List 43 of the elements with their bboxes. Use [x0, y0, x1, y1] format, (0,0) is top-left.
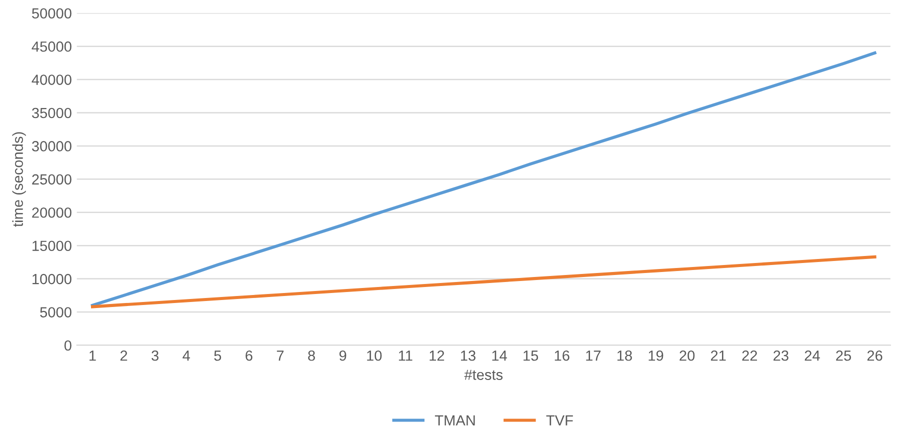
- x-tick-label: 16: [554, 350, 570, 361]
- x-tick-label: 19: [648, 350, 664, 361]
- x-tick-label: 3: [152, 350, 158, 361]
- y-tick-label: 40000: [32, 74, 72, 85]
- x-tick-label: 13: [460, 350, 476, 361]
- y-tick-label: 10000: [32, 274, 72, 284]
- x-tick-label: 4: [182, 350, 190, 361]
- y-axis-title: time (seconds): [12, 132, 26, 227]
- x-tick-label: 7: [276, 350, 284, 361]
- x-tick-label: 8: [308, 350, 315, 361]
- x-tick-label: 15: [524, 350, 538, 361]
- x-tick-label: 18: [617, 350, 632, 361]
- x-tick-label: 12: [430, 350, 444, 361]
- y-tick-label: 50000: [32, 8, 72, 19]
- legend-label: TVF: [546, 415, 573, 426]
- x-tick-label: 6: [246, 350, 252, 361]
- y-tick-label: 0: [64, 340, 72, 351]
- x-tick-label: 17: [586, 350, 601, 361]
- x-tick-label: 23: [774, 350, 788, 361]
- x-tick-label: 21: [710, 350, 726, 361]
- x-tick-label: 26: [867, 350, 882, 361]
- x-tick-label: 20: [680, 350, 695, 361]
- y-tick-label: 25000: [32, 174, 72, 185]
- x-tick-label: 22: [742, 350, 758, 361]
- y-tick-label: 15000: [32, 240, 72, 252]
- x-tick-label: 1: [90, 350, 96, 361]
- line-series: [90, 51, 876, 307]
- y-tick-label: 35000: [32, 108, 72, 118]
- x-axis-title: #tests: [464, 370, 503, 380]
- y-tick-label: 45000: [32, 41, 72, 52]
- y-tick-label: 20000: [32, 207, 72, 218]
- y-tick-label: 5000: [40, 307, 72, 318]
- x-tick-label: 25: [836, 350, 851, 361]
- x-tick-label: 5: [214, 350, 222, 361]
- legend-label: TMAN: [434, 415, 475, 426]
- y-tick-label: 30000: [32, 141, 72, 152]
- x-tick-label: 24: [804, 350, 820, 361]
- x-tick-label: 10: [367, 350, 382, 361]
- line-series: [90, 255, 876, 308]
- x-tick-label: 14: [492, 350, 507, 361]
- x-tick-label: 9: [339, 350, 346, 361]
- x-tick-label: 2: [120, 350, 128, 361]
- x-tick-label: 11: [398, 350, 412, 361]
